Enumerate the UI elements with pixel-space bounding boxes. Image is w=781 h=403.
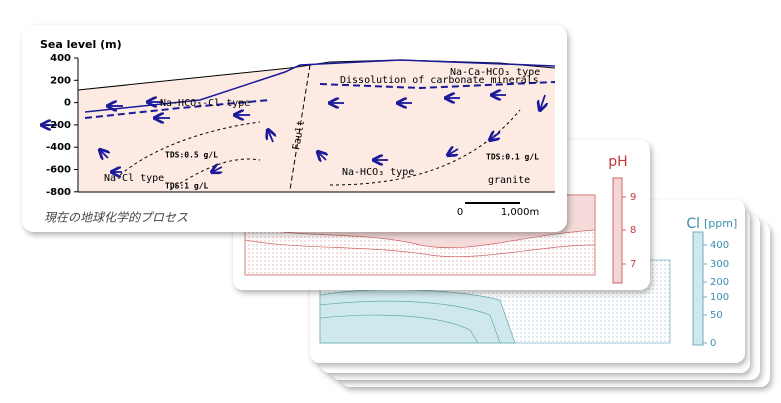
rock-label: granite	[488, 175, 530, 186]
y-tick-label: -200	[46, 120, 71, 131]
cl-tick-label: 100	[710, 292, 729, 303]
ph-tick-label: 8	[630, 225, 636, 236]
zone-label: Na-HCO₃-Cl type	[160, 98, 250, 109]
ph-tick-label: 7	[630, 259, 636, 270]
tds-label: TDS:1 g/L	[165, 182, 209, 191]
tds-label: TDS:0.5 g/L	[165, 151, 218, 160]
scale-start: 0	[457, 207, 463, 218]
y-tick-label: -800	[46, 187, 71, 198]
ph-tick-label: 9	[630, 192, 636, 203]
y-tick-label: 200	[50, 75, 71, 86]
zone-label: Dissolution of carbonate minerals	[340, 75, 539, 86]
cl-tick-label: 400	[710, 240, 729, 251]
ph-title: pH	[608, 154, 627, 170]
y-tick-label: 400	[50, 53, 71, 64]
cl-tick-label: 300	[710, 259, 729, 270]
axis-title: Sea level (m)	[40, 38, 122, 51]
front-card: Sea level (m) 400 200 0 -200 -400 -600 -800 Na…	[22, 25, 567, 232]
fault-label: Fault	[291, 119, 307, 151]
zone-label: Na-HCO₃ type	[342, 167, 414, 178]
cl-unit: [ppm]	[704, 217, 737, 230]
y-tick-label: -600	[46, 165, 71, 176]
zone-label: Na-Cl type	[104, 173, 164, 184]
tds-label: TDS:0.1 g/L	[486, 153, 539, 162]
scale-end: 1,000m	[501, 207, 539, 218]
cl-tick-label: 0	[710, 338, 716, 349]
y-tick-label: -400	[46, 142, 71, 153]
caption: 現在の地球化学的プロセス	[44, 211, 188, 225]
y-tick-label: 0	[64, 98, 71, 109]
zone-label: Na-Ca-HCO₃ type	[450, 67, 540, 78]
cl-tick-label: 200	[710, 277, 729, 288]
cl-title: Cl	[686, 216, 700, 232]
cl-tick-label: 50	[710, 310, 723, 321]
